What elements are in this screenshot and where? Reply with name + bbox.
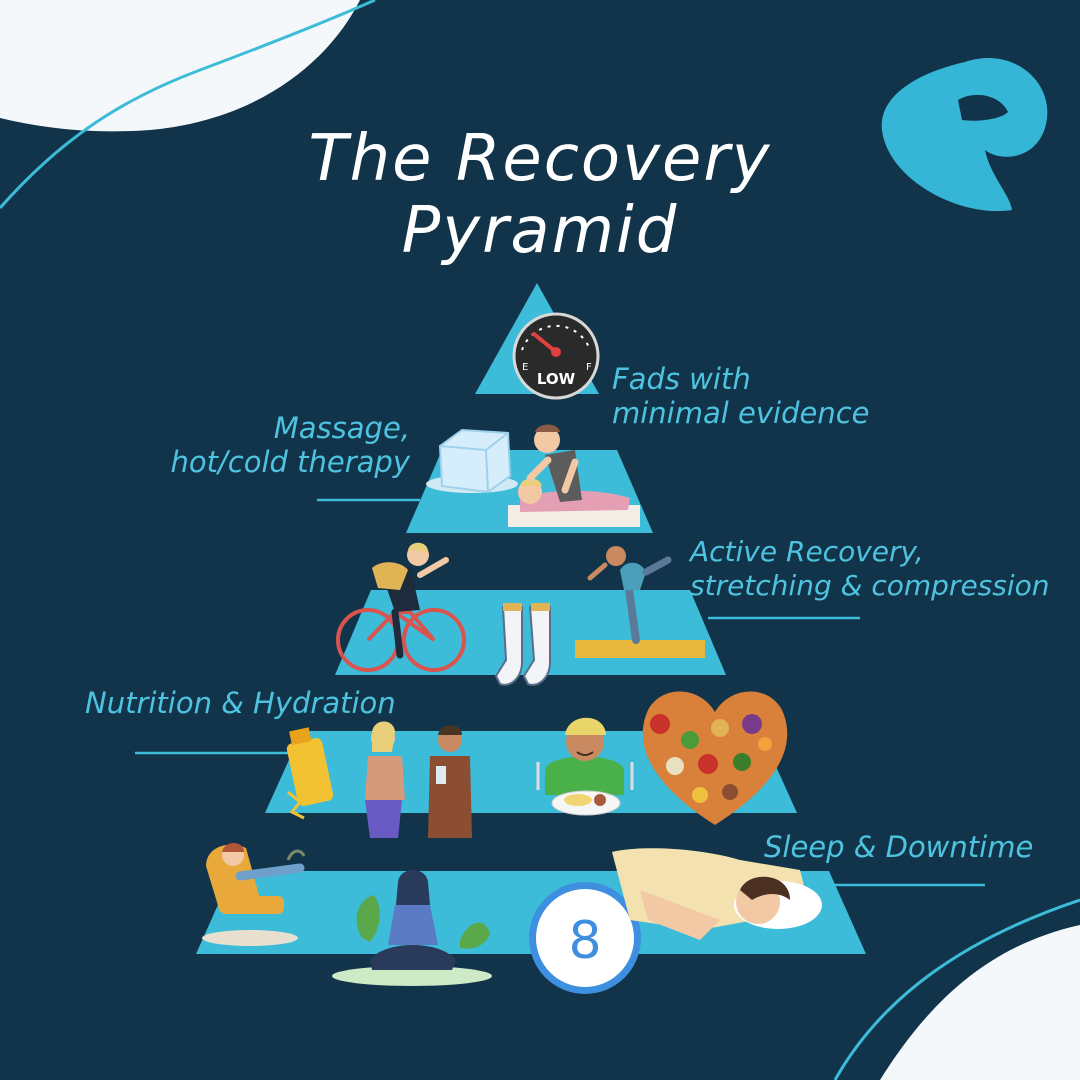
label-fads-line-1: Fads with: [612, 362, 751, 396]
massage-icon: [508, 424, 640, 527]
gauge-full-mark: F: [586, 362, 592, 373]
title-line-1: The Recovery: [308, 122, 772, 196]
bottom-right-corner-shape: [880, 925, 1080, 1080]
water-bottle-icon: [286, 727, 334, 820]
label-active-recovery: Active Recovery, stretching & compressio…: [690, 535, 1050, 603]
sleeping-person-icon: [612, 848, 822, 940]
gauge-low-text: LOW: [537, 370, 576, 388]
title-line-2: Pyramid: [401, 194, 679, 268]
meditation-icon: [332, 870, 492, 986]
label-fads-line-2: minimal evidence: [612, 396, 870, 430]
top-left-corner-shape: [0, 0, 360, 132]
ice-cube-icon: [426, 428, 518, 494]
label-massage: Massage, hot/cold therapy: [120, 411, 411, 479]
label-massage-line-2: hot/cold therapy: [170, 445, 411, 479]
relaxing-chair-icon: [202, 843, 306, 946]
label-massage-line-1: Massage,: [273, 411, 410, 445]
brand-logo-icon: [881, 57, 1048, 212]
top-left-curve-line: [0, 0, 376, 209]
eight-hour-clock-icon: 8: [529, 882, 641, 994]
drinking-people-icon: [365, 721, 472, 838]
eating-person-icon: [536, 717, 634, 816]
gauge-empty-mark: E: [522, 362, 528, 373]
label-fads: Fads with minimal evidence: [612, 362, 870, 430]
fuel-gauge-icon: E F LOW: [512, 312, 600, 400]
yoga-pose-icon: [575, 546, 705, 658]
label-sleep-line-1: Sleep & Downtime: [764, 830, 1034, 864]
label-active-recovery-line-2: stretching & compression: [690, 569, 1050, 602]
label-nutrition-line-1: Nutrition & Hydration: [85, 686, 396, 720]
food-heart-icon: [642, 691, 788, 825]
label-sleep: Sleep & Downtime: [764, 830, 1033, 864]
bottom-right-curve-line: [833, 898, 1080, 1080]
label-nutrition: Nutrition & Hydration: [85, 686, 396, 720]
cyclist-icon: [336, 542, 466, 672]
sleep-hours-text: 8: [568, 911, 601, 971]
label-active-recovery-line-1: Active Recovery,: [690, 535, 924, 568]
compression-socks-icon: [494, 603, 551, 686]
